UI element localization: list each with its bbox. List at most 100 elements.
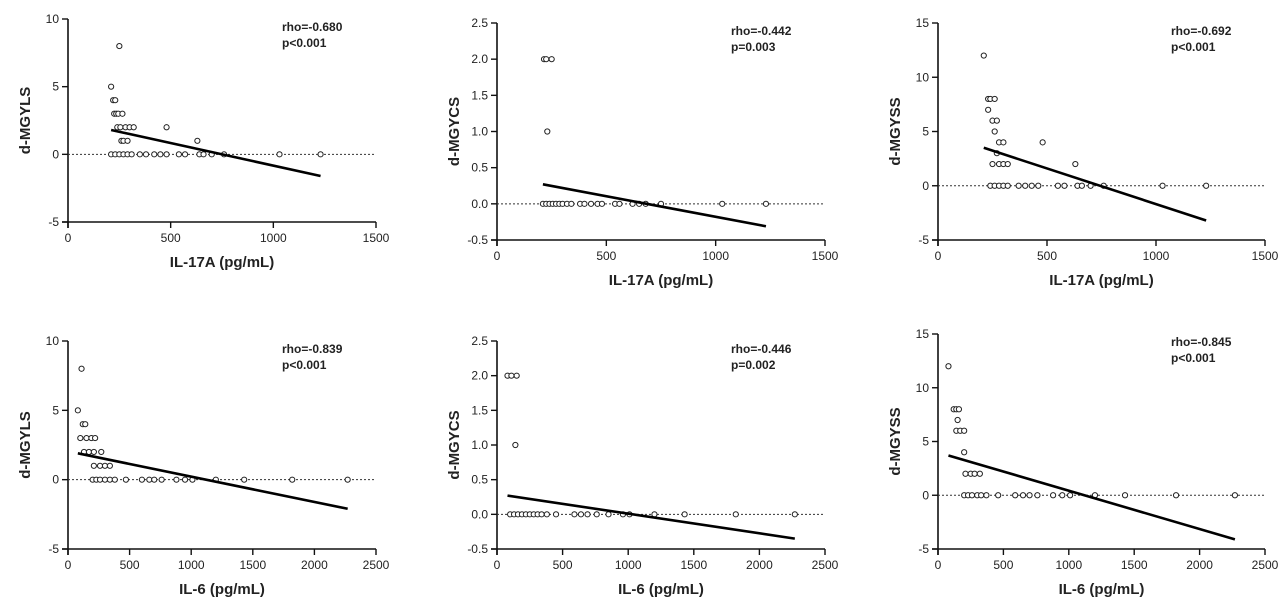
- data-point: [548, 56, 555, 63]
- x-tick-label: 2500: [1252, 558, 1279, 572]
- rho-value: rho=-0.446: [731, 342, 792, 356]
- data-point: [1203, 182, 1210, 189]
- data-point: [1012, 492, 1019, 499]
- data-point: [1231, 492, 1239, 499]
- x-axis-title: IL-17A (pg/mL): [1049, 272, 1153, 289]
- data-point: [101, 462, 109, 469]
- y-tick-label: 0: [52, 473, 59, 487]
- data-point: [122, 476, 130, 483]
- data-point: [954, 416, 961, 424]
- data-point: [732, 511, 739, 518]
- data-point: [108, 83, 115, 90]
- x-axis-title: IL-6 (pg/mL): [618, 581, 704, 598]
- data-point: [117, 124, 124, 131]
- data-point: [1054, 182, 1062, 189]
- data-point: [584, 511, 591, 518]
- y-tick-label: 1.5: [471, 403, 488, 417]
- y-tick-label: 2.5: [471, 16, 488, 30]
- x-tick-label: 1500: [812, 249, 839, 263]
- data-point: [181, 476, 189, 483]
- data-point: [151, 151, 158, 158]
- rho-value: rho=-0.845: [1171, 335, 1232, 349]
- x-tick-label: 1000: [260, 231, 287, 245]
- data-point: [991, 128, 998, 135]
- data-point: [1039, 139, 1046, 146]
- x-tick-label: 1000: [615, 558, 642, 572]
- chart-panel-6: -5 0 5 10 15 0 500 1000 1500 2000 2500 IL-6 (pg/mL)…: [887, 327, 1279, 598]
- x-tick-label: 500: [993, 558, 1013, 572]
- x-tick-label: 1500: [239, 558, 266, 572]
- data-point: [681, 511, 688, 518]
- data-point: [961, 449, 968, 456]
- data-point: [980, 52, 987, 59]
- data-point: [1034, 492, 1041, 499]
- data-point: [85, 448, 93, 456]
- x-tick-label: 2000: [746, 558, 773, 572]
- data-point: [1004, 160, 1011, 168]
- data-point: [512, 441, 519, 449]
- data-point: [1019, 492, 1027, 499]
- x-tick-label: 1000: [1143, 249, 1170, 263]
- data-point: [1026, 492, 1033, 499]
- x-tick-label: 1500: [1252, 249, 1279, 263]
- data-point: [719, 200, 726, 207]
- data-point: [1078, 182, 1085, 189]
- p-value: p=0.002: [731, 358, 776, 372]
- x-tick-label: 0: [935, 558, 942, 572]
- p-value: p<0.001: [1171, 351, 1216, 365]
- data-point: [1035, 182, 1042, 189]
- x-tick-label: 500: [120, 558, 140, 572]
- data-point: [598, 200, 606, 207]
- x-tick-label: 0: [494, 249, 501, 263]
- y-tick-label: 5: [52, 403, 59, 417]
- data-point: [173, 476, 180, 483]
- y-axis-title: d-MGYSS: [887, 97, 904, 165]
- y-tick-label: 5: [922, 125, 929, 139]
- x-tick-label: 500: [553, 558, 573, 572]
- data-point: [543, 56, 550, 63]
- data-point: [961, 427, 968, 434]
- y-tick-label: 5: [52, 80, 59, 94]
- data-point: [1000, 139, 1007, 146]
- y-tick-label: 5: [922, 435, 929, 449]
- chart-panel-3: -5 0 5 10 15 0 500 1000 1500 IL-17A (pg/mL) d-MGYS…: [887, 16, 1279, 289]
- data-point: [571, 511, 578, 518]
- data-point: [513, 372, 520, 379]
- x-tick-label: 1000: [178, 558, 205, 572]
- data-point: [1022, 182, 1029, 189]
- data-point: [101, 476, 109, 483]
- y-tick-label: 1.5: [471, 88, 488, 102]
- regression-line: [542, 183, 767, 228]
- rho-value: rho=-0.692: [1171, 24, 1232, 38]
- data-point: [1059, 492, 1066, 499]
- regression-line: [507, 494, 796, 540]
- y-axis-title: d-MGYSS: [887, 407, 904, 475]
- data-point: [1015, 182, 1022, 189]
- data-point: [1067, 492, 1074, 499]
- data-point: [130, 124, 137, 131]
- y-tick-label: 10: [46, 12, 60, 26]
- chart-panel-4: -5 0 5 10 0 500 1000 1500 2000 2500 IL-6 (pg/mL) d-…: [17, 334, 390, 598]
- y-tick-label: 2.0: [471, 52, 488, 66]
- data-point: [552, 511, 560, 518]
- data-point: [543, 511, 550, 518]
- data-point: [116, 42, 123, 50]
- data-point: [138, 476, 146, 483]
- data-point: [124, 137, 131, 144]
- data-point: [112, 97, 119, 104]
- data-point: [163, 124, 170, 131]
- data-point: [142, 151, 150, 158]
- data-point: [1061, 182, 1068, 189]
- data-point: [175, 151, 182, 158]
- data-point: [82, 421, 89, 428]
- rho-value: rho=-0.680: [282, 20, 343, 34]
- data-point: [581, 200, 588, 207]
- x-tick-label: 2000: [301, 558, 328, 572]
- y-tick-label: 2.0: [471, 369, 488, 383]
- data-point: [106, 476, 113, 483]
- y-tick-label: -5: [48, 542, 59, 556]
- data-point: [74, 407, 81, 414]
- data-point: [962, 470, 969, 477]
- data-point: [344, 476, 351, 483]
